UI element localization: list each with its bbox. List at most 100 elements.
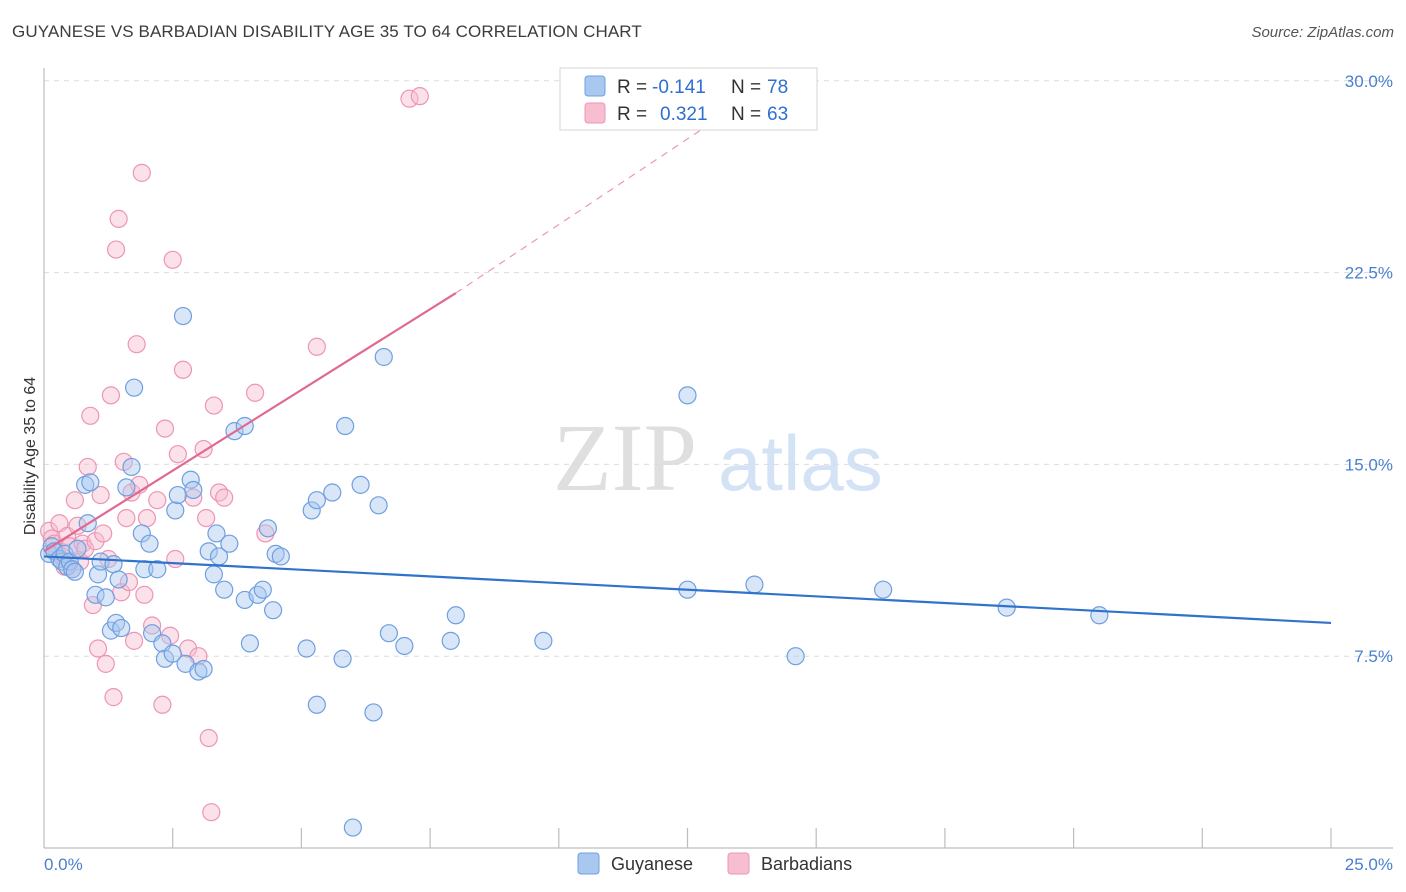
barbadian-point (168, 445, 187, 464)
barbadian-point (155, 419, 175, 438)
legend-n-label-barbadian: N = (731, 104, 761, 125)
barbadian-point (137, 508, 157, 528)
x-tick-labels: 0.0% 25.0% (44, 855, 1393, 874)
y-tick-label: 7.5% (1354, 647, 1393, 666)
barbadian-point (166, 549, 185, 569)
barbadian-point (124, 631, 144, 650)
guyanese-point (263, 601, 283, 620)
guyanese-point (786, 647, 805, 666)
guyanese-point (343, 818, 362, 837)
legend-swatch-barbadian (584, 102, 606, 124)
guyanese-point (302, 501, 321, 520)
watermark: ZIP atlas (553, 404, 883, 511)
barbadian-point (106, 240, 126, 259)
y-tick-label: 15.0% (1345, 455, 1393, 474)
guyanese-point (446, 606, 465, 625)
barbadian-trend-line (43, 292, 457, 553)
barbadian-point (184, 488, 203, 507)
barbadian-point (81, 406, 100, 425)
guyanese-point (678, 386, 697, 405)
guyanese-point (395, 636, 414, 656)
barbadian-point (88, 639, 108, 658)
guyanese-point (997, 598, 1016, 617)
watermark-zip: ZIP (553, 404, 697, 511)
guyanese-point (253, 580, 272, 599)
guyanese-point (168, 485, 187, 505)
barbadian-point (256, 524, 275, 543)
barbadian-point (119, 572, 139, 592)
barbadian-point (127, 335, 146, 354)
x-axis-ticks (172, 828, 1332, 848)
guyanese-point (240, 634, 260, 653)
bottom-legend-label-guyanese: Guyanese (611, 854, 693, 874)
x-tick-label-min: 0.0% (44, 855, 83, 874)
guyanese-point (109, 570, 128, 589)
guyanese-point (124, 378, 144, 397)
guyanese-point (364, 703, 383, 722)
guyanese-point (333, 649, 352, 668)
guyanese-point (307, 491, 326, 510)
y-tick-label: 30.0% (1345, 72, 1393, 91)
guyanese-point (81, 473, 100, 492)
guyanese-point (63, 560, 82, 579)
guyanese-point (194, 659, 213, 679)
guyanese-point (148, 560, 167, 579)
barbadian-point (104, 688, 123, 707)
barbadian-trend-extension (455, 110, 730, 294)
barbadian-point (245, 383, 265, 402)
guyanese-point (369, 496, 388, 515)
chart-title: GUYANESE VS BARBADIAN DISABILITY AGE 35 … (12, 22, 642, 41)
guyanese-point (96, 588, 115, 607)
guyanese-point (215, 580, 234, 599)
legend-r-label-guyanese: R = (617, 77, 647, 98)
legend-n-value-guyanese: 78 (767, 77, 788, 98)
barbadian-point (215, 488, 234, 507)
guyanese-point (271, 547, 290, 566)
guyanese-point (248, 585, 267, 604)
barbadian-point (307, 337, 326, 356)
source-label: Source: ZipAtlas.com (1251, 24, 1394, 41)
guyanese-point (140, 534, 159, 553)
legend-r-value-barbadian: 0.321 (660, 104, 708, 125)
barbadian-point (78, 457, 97, 477)
barbadian-point (132, 163, 151, 182)
guyanese-point (122, 457, 141, 477)
guyanese-point (163, 644, 182, 663)
barbadian-point (65, 491, 84, 510)
barbadian-point (91, 485, 110, 505)
watermark-atlas: atlas (718, 419, 883, 507)
legend-r-value-guyanese: -0.141 (652, 77, 706, 98)
guyanese-point (351, 475, 370, 494)
guyanese-point (76, 475, 95, 494)
barbadian-points (40, 87, 429, 822)
barbadian-point (202, 803, 221, 822)
legend-box: R = -0.141 N = 78 R = 0.321 N = 63 (559, 67, 818, 131)
barbadian-point (199, 728, 218, 748)
guyanese-point (379, 624, 399, 643)
barbadian-point (209, 483, 229, 502)
guyanese-point (117, 478, 136, 497)
guyanese-point (297, 639, 316, 658)
guyanese-point (112, 618, 131, 638)
barbadian-point (400, 89, 419, 108)
barbadian-point (96, 654, 115, 673)
barbadian-point (197, 508, 216, 528)
guyanese-point (745, 575, 764, 594)
guyanese-point (220, 534, 239, 553)
barbadian-point (94, 524, 113, 543)
y-tick-label: 22.5% (1345, 264, 1393, 283)
barbadian-point (204, 396, 223, 415)
guyanese-point (207, 524, 226, 543)
guyanese-point (68, 539, 87, 558)
barbadian-point (122, 483, 141, 502)
guyanese-point (258, 519, 278, 538)
barbadian-point (76, 539, 95, 558)
barbadian-point (117, 508, 136, 528)
guyanese-point (374, 347, 393, 367)
barbadian-point (161, 626, 180, 645)
guyanese-point (204, 565, 223, 584)
barbadian-point (410, 87, 429, 106)
bottom-legend-label-barbadian: Barbadians (761, 854, 852, 874)
guyanese-point (104, 555, 123, 574)
